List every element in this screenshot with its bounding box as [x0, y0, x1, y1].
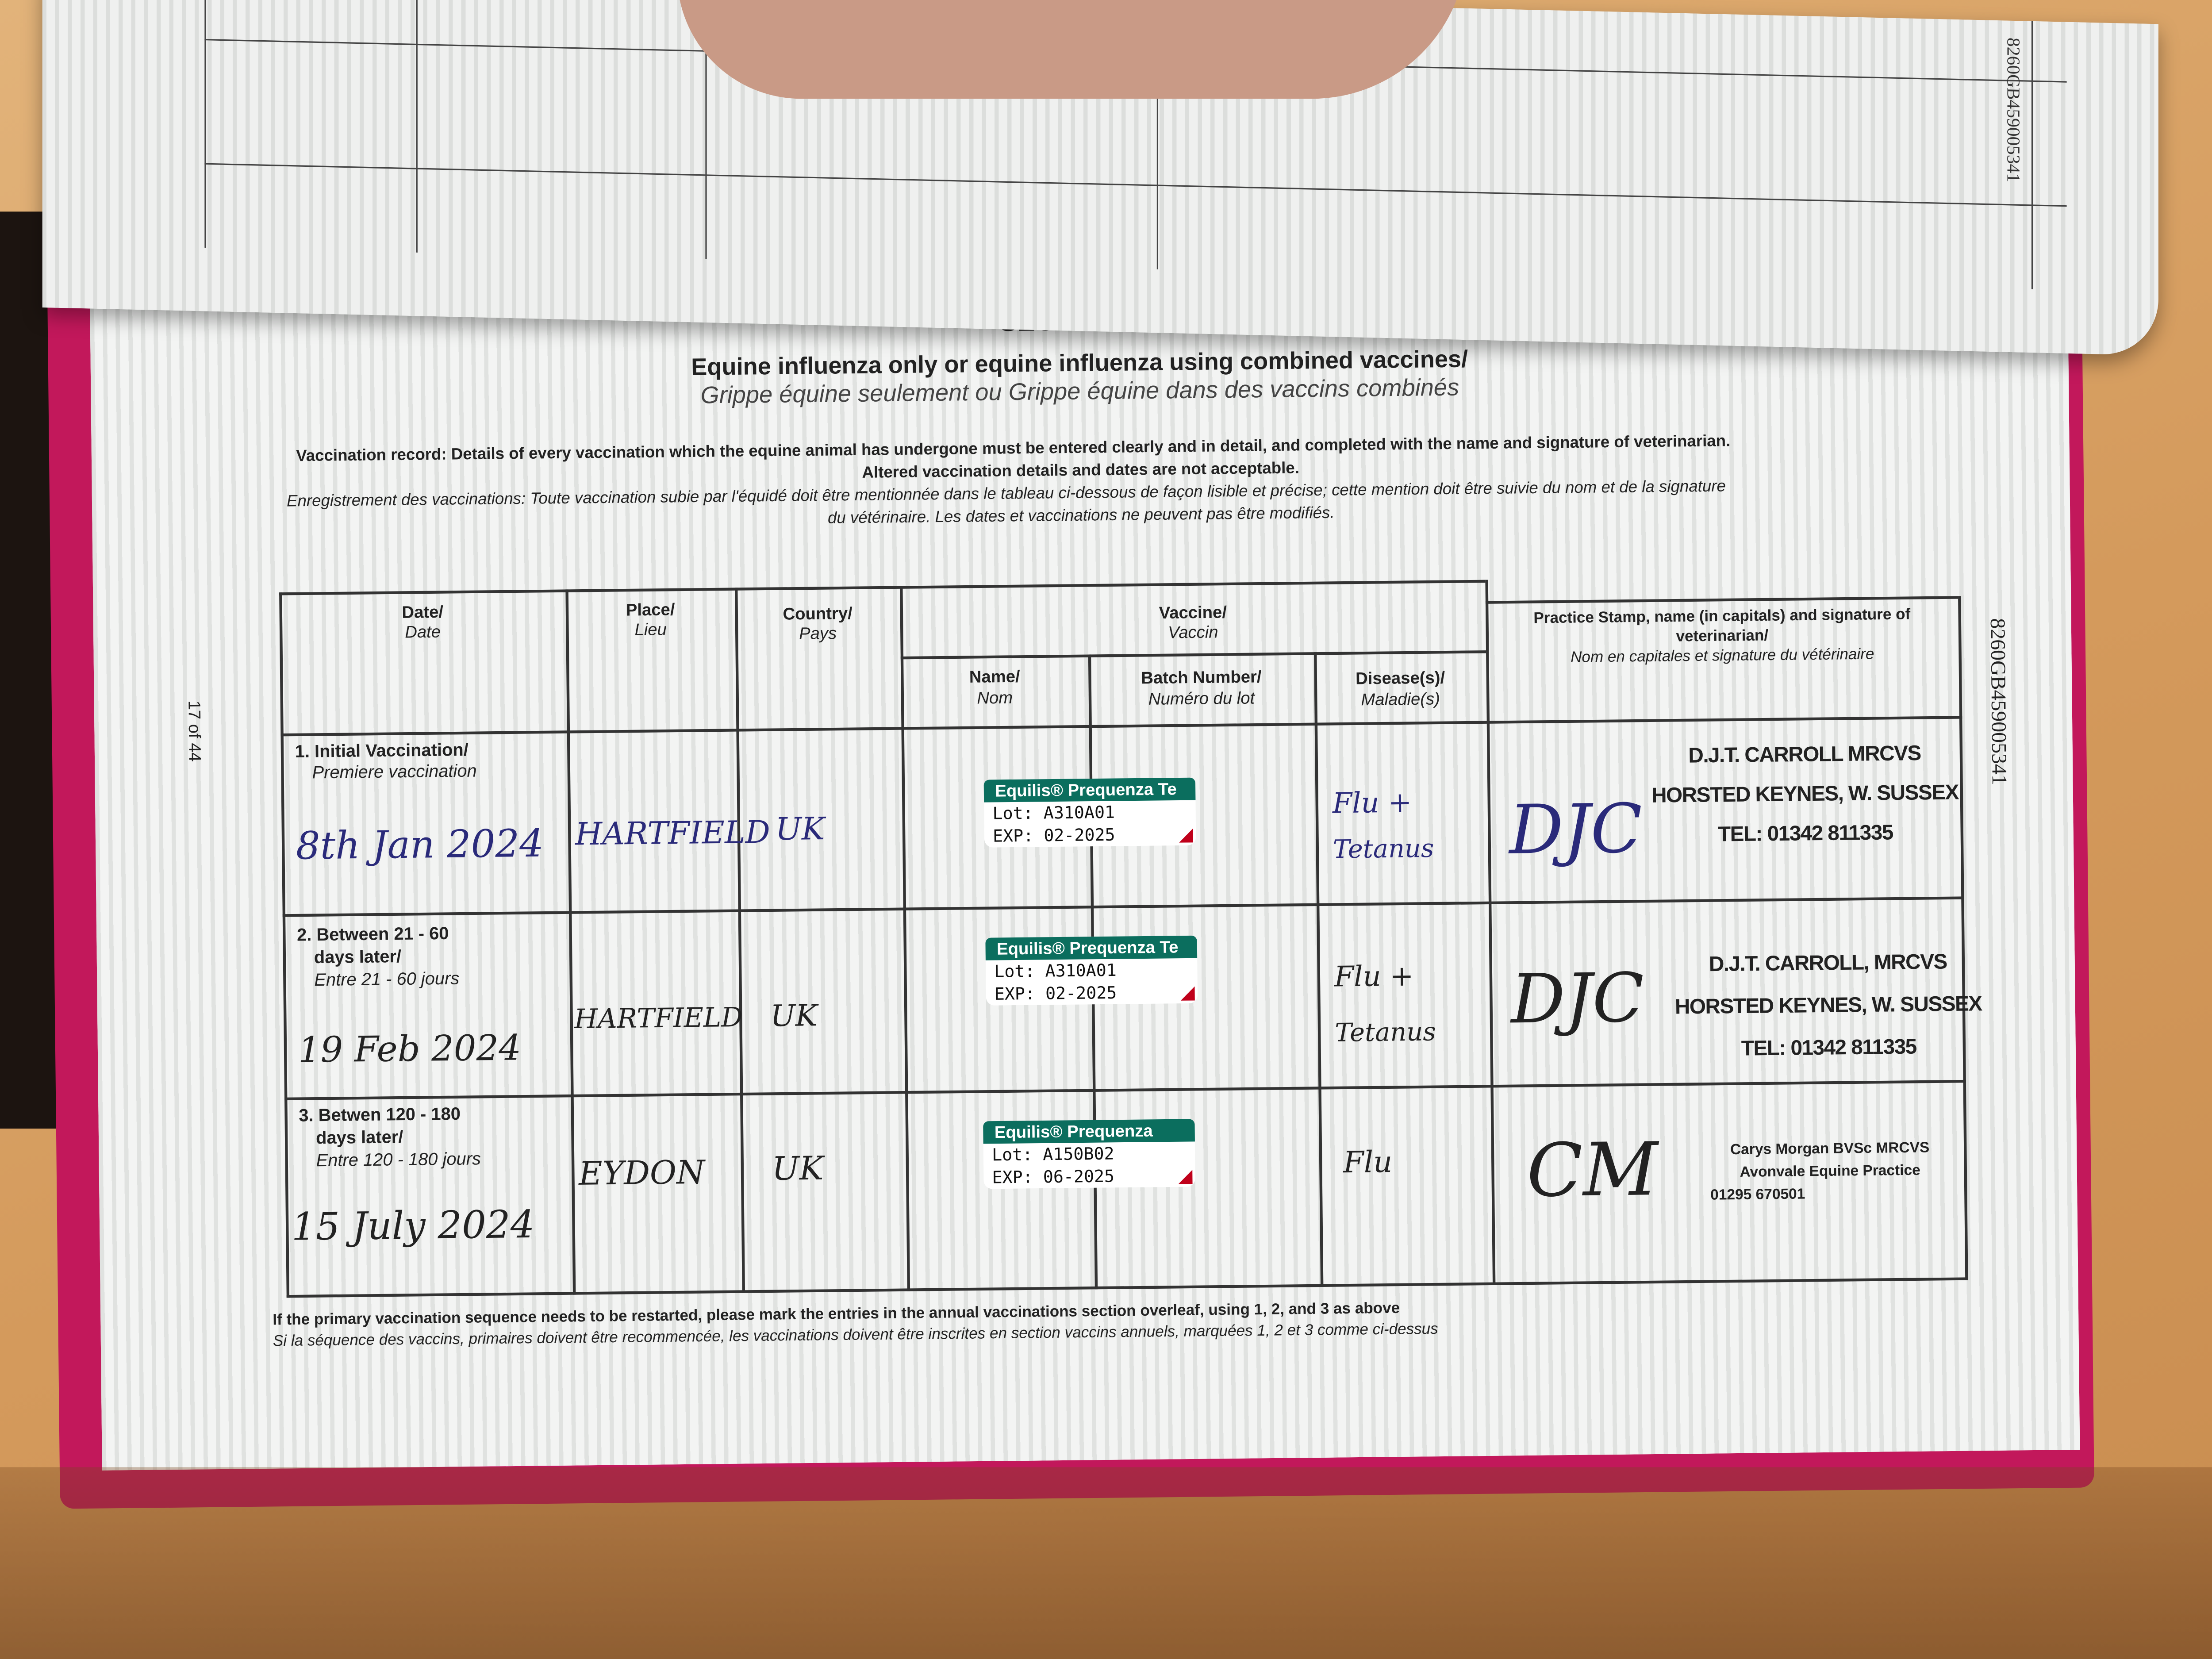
disease-cell: Flu: [1343, 1145, 1393, 1180]
vet-signature: CM: [1526, 1128, 1659, 1214]
place-cell: HARTFIELD: [574, 1002, 743, 1035]
lot-label: Lot:: [994, 961, 1035, 982]
header-stamp-fr: Nom en capitales et signature du vétérin…: [1570, 646, 1874, 667]
header-stamp: Practice Stamp, name (in capitals) and s…: [1533, 606, 1911, 627]
top-page-serial: 8260GB459005341: [2003, 37, 2024, 183]
side-code: 8260GB459005341: [1985, 618, 2010, 786]
passport-page: SECTION VII Equine influenza only or equ…: [90, 272, 2080, 1471]
row-label: 1. Initial Vaccination/: [295, 740, 469, 762]
exp-date: 02-2025: [1044, 825, 1115, 846]
sticker-brand: Equilis® Prequenza: [983, 1119, 1195, 1144]
exp-label: EXP:: [992, 1167, 1033, 1188]
sticker-brand: Equilis® Prequenza Te: [985, 935, 1198, 960]
disease-cell: Flu +: [1332, 785, 1412, 820]
row-label-2: days later/: [315, 1127, 403, 1148]
exp-label: EXP:: [992, 826, 1034, 846]
stamp-line: 01295 670501: [1710, 1186, 1805, 1204]
place-cell: HARTFIELD: [575, 816, 771, 853]
exp-date: 02-2025: [1045, 983, 1117, 1004]
row-label-2: days later/: [314, 946, 402, 968]
disease-cell-2: Tetanus: [1334, 1018, 1436, 1048]
lot-label: Lot:: [991, 1144, 1033, 1165]
lot-number: A150B02: [1043, 1144, 1114, 1164]
header-date: Date/: [402, 602, 444, 622]
lot-number: A310A01: [1045, 960, 1117, 981]
header-place-fr: Lieu: [634, 619, 667, 640]
row-label-fr: Entre 21 - 60 jours: [314, 968, 460, 990]
sticker-brand: Equilis® Prequenza Te: [983, 777, 1196, 803]
hand-finger: [677, 0, 1467, 99]
table-shadow: [0, 1467, 2212, 1659]
country-cell: UK: [770, 998, 818, 1033]
stamp-line: D.J.T. CARROLL MRCVS: [1688, 741, 1921, 768]
disease-cell: Flu +: [1334, 958, 1414, 994]
header-batch: Batch Number/: [1141, 667, 1262, 688]
page-number: 17 of 44: [184, 700, 205, 762]
row-label-fr: Premiere vaccination: [312, 761, 477, 783]
disease-cell-2: Tetanus: [1333, 834, 1434, 865]
header-disease: Disease(s)/: [1355, 668, 1445, 689]
country-cell: UK: [772, 1151, 824, 1189]
vet-signature: DJC: [1510, 959, 1645, 1040]
header-batch-fr: Numéro du lot: [1148, 688, 1255, 709]
vaccine-sticker: Equilis® Prequenza Te Lot: A310A01 EXP: …: [983, 777, 1196, 848]
date-cell: 8th Jan 2024: [296, 822, 544, 869]
header-name: Name/: [969, 666, 1020, 687]
header-place: Place/: [626, 599, 675, 620]
stamp-line: TEL: 01342 811335: [1741, 1035, 1916, 1061]
vaccine-sticker: Equilis® Prequenza Te Lot: A310A01 EXP: …: [985, 935, 1198, 1006]
vaccination-table: Date/ Date Place/ Lieu Country/ Pays Vac…: [279, 575, 1982, 1298]
row-label-fr: Entre 120 - 180 jours: [316, 1149, 481, 1171]
vet-signature: DJC: [1509, 790, 1643, 871]
country-cell: UK: [775, 812, 825, 849]
place-cell: EYDON: [578, 1155, 705, 1193]
lot-number: A310A01: [1043, 802, 1115, 823]
lot-label: Lot:: [992, 803, 1033, 824]
stamp-line: Carys Morgan BVSc MRCVS: [1730, 1139, 1930, 1159]
header-country: Country/: [783, 603, 853, 624]
exp-label: EXP:: [994, 983, 1036, 1004]
exp-date: 06-2025: [1043, 1166, 1115, 1187]
header-country-fr: Pays: [799, 623, 837, 644]
stamp-line: Avonvale Equine Practice: [1740, 1162, 1920, 1181]
row-label: 2. Between 21 - 60: [296, 923, 449, 945]
stamp-line: HORSTED KEYNES, W. SUSSEX: [1674, 992, 1982, 1020]
stamp-line: TEL: 01342 811335: [1717, 821, 1893, 847]
stamp-line: HORSTED KEYNES, W. SUSSEX: [1651, 781, 1959, 808]
header-stamp-2: veterinarian/: [1676, 627, 1769, 646]
date-cell: 15 July 2024: [291, 1203, 535, 1250]
row-label: 3. Betwen 120 - 180: [299, 1104, 461, 1126]
header-date-fr: Date: [404, 622, 441, 642]
date-cell: 19 Feb 2024: [298, 1027, 522, 1071]
header-name-fr: Nom: [977, 687, 1013, 708]
stamp-line: D.J.T. CARROLL, MRCVS: [1709, 950, 1947, 977]
vaccine-sticker: Equilis® Prequenza Lot: A150B02 EXP: 06-…: [983, 1119, 1196, 1189]
header-disease-fr: Maladie(s): [1361, 689, 1440, 710]
